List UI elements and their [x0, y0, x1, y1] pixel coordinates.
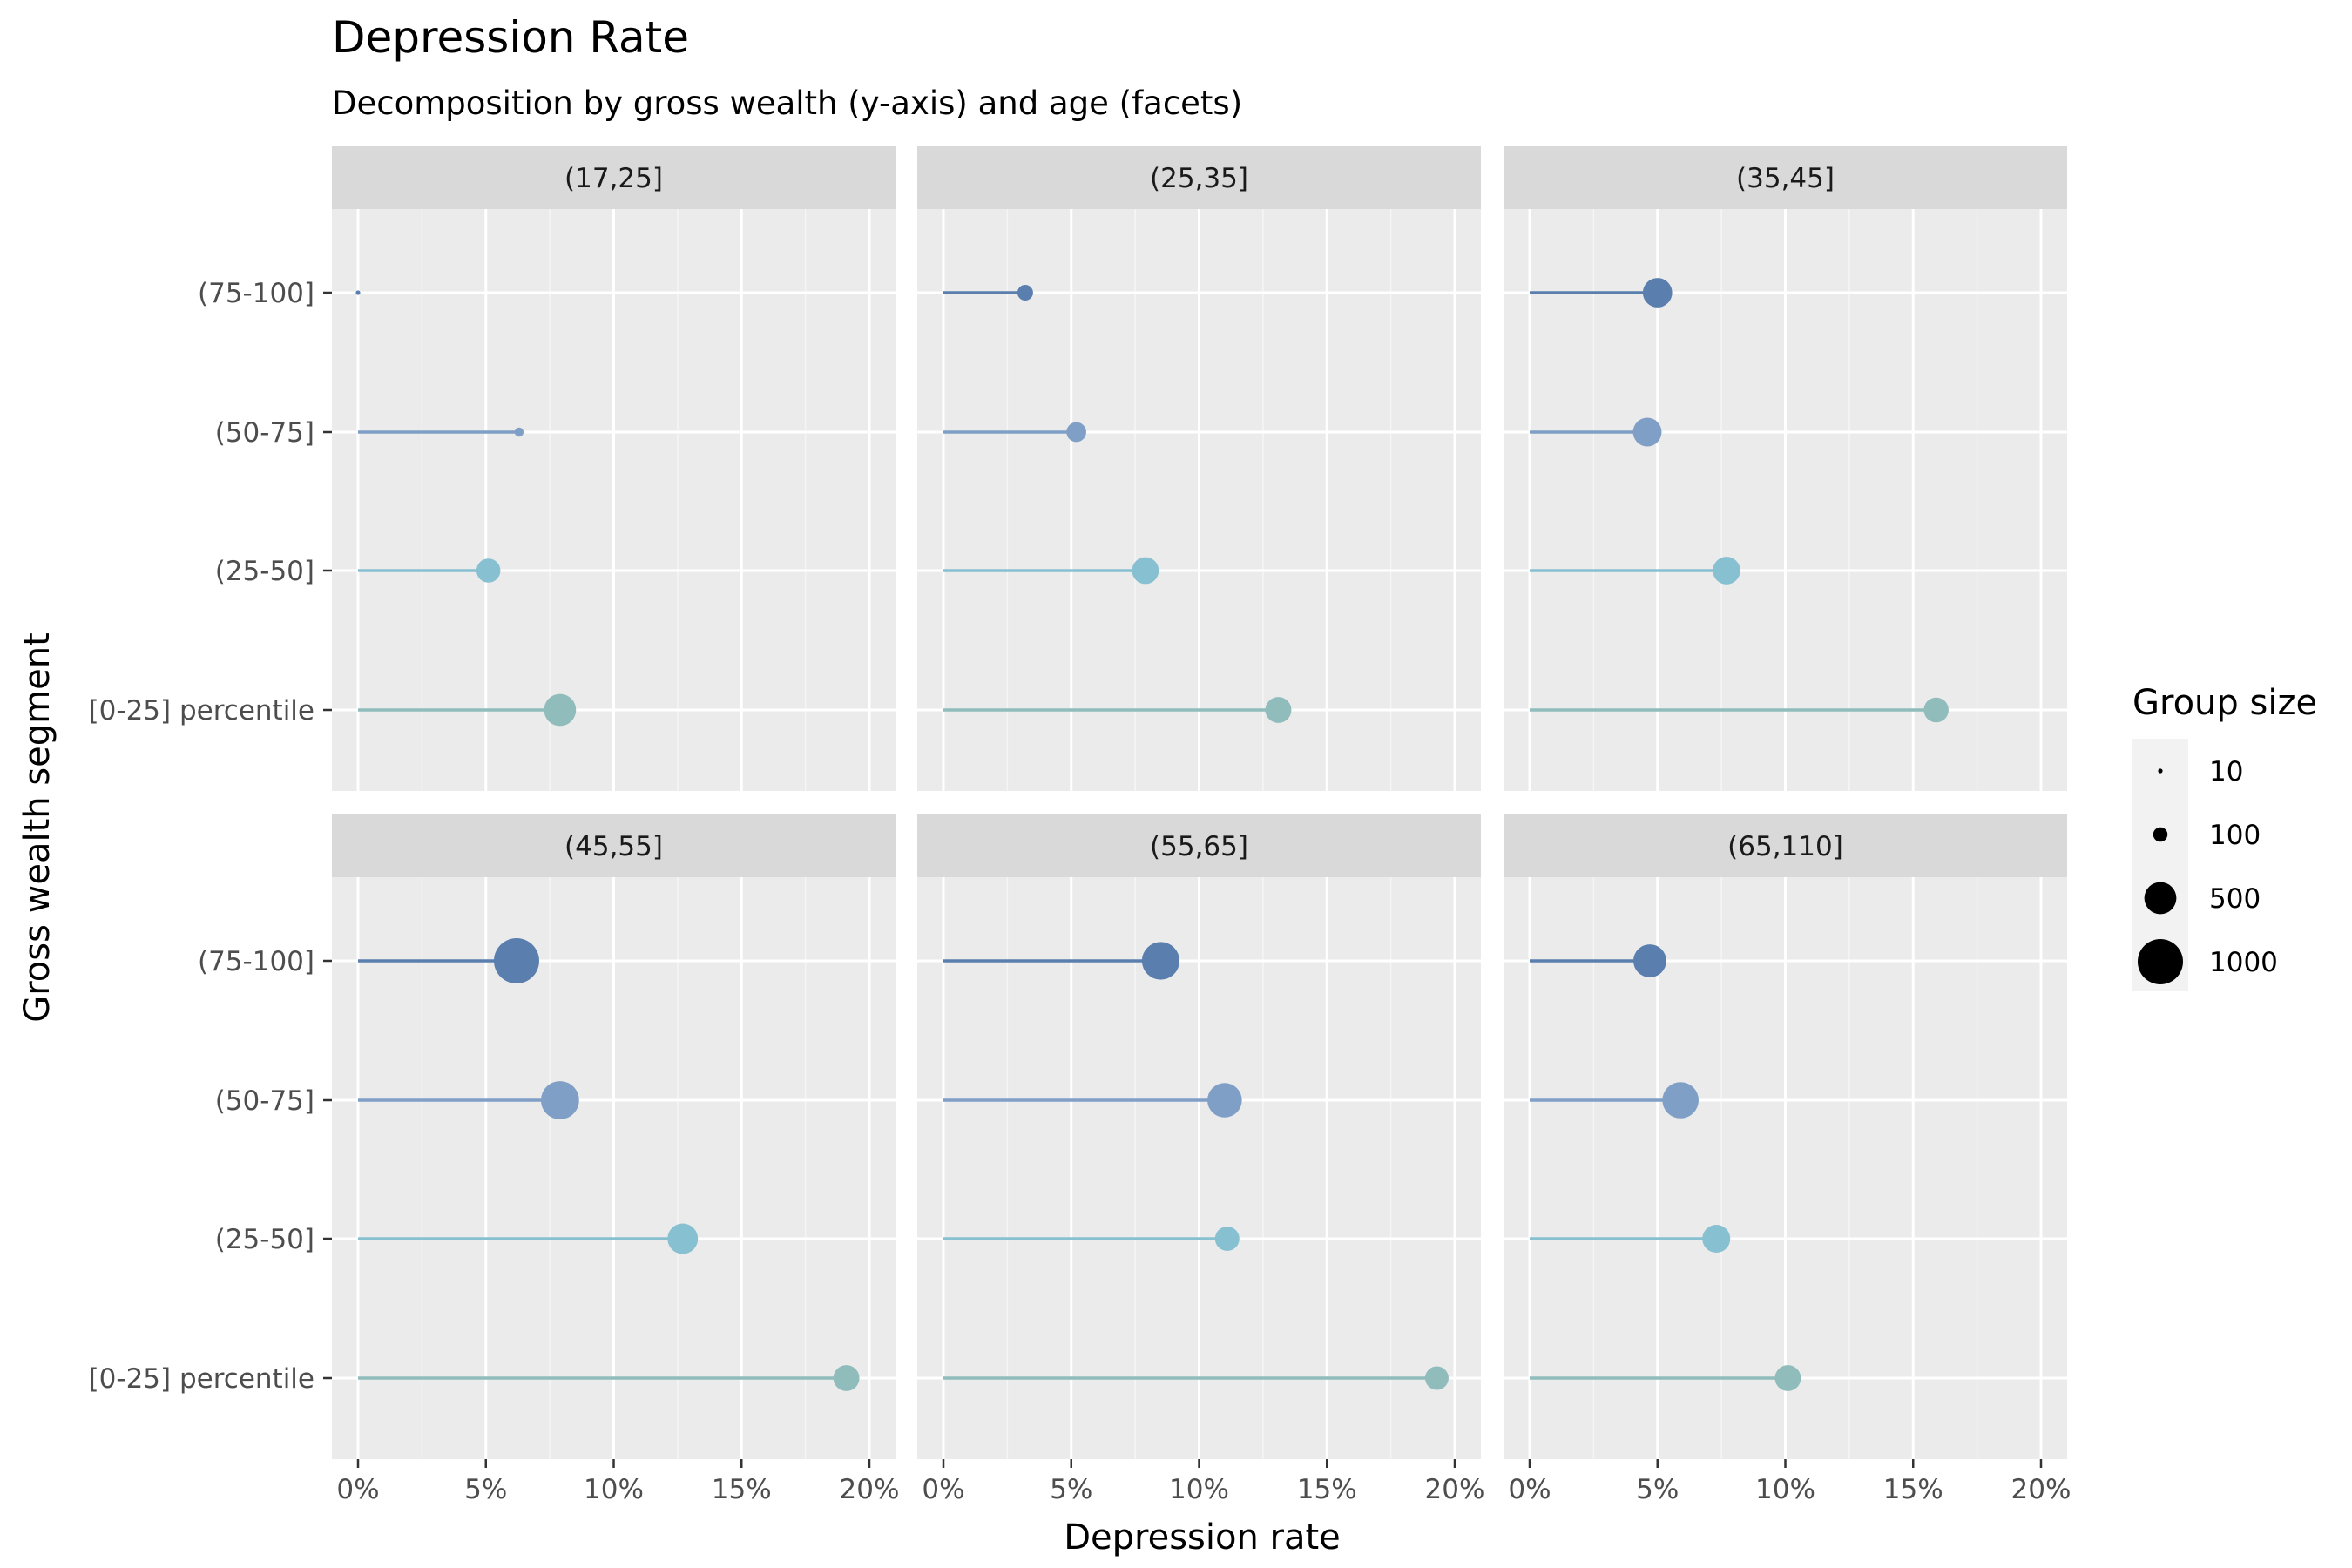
y-tick-label: [0-25] percentile: [89, 1363, 314, 1395]
facet-label: (35,45]: [1736, 163, 1835, 194]
legend-size-key: [2144, 882, 2177, 915]
facet-grid: (17,25] (75-100] (50-75] (25-50] [0-25] perc…: [89, 146, 2071, 1505]
facet-strip: [917, 814, 1481, 877]
lollipop-point: [476, 558, 501, 583]
facet-strip: [332, 146, 896, 209]
x-tick-label: 10%: [1169, 1474, 1229, 1505]
facet-panel: (17,25] (75-100] (50-75] (25-50] [0-25] perc…: [89, 146, 896, 791]
facet-label: (45,55]: [564, 831, 663, 862]
lollipop-point: [514, 427, 524, 437]
facet-label: (65,110]: [1727, 831, 1843, 862]
lollipop-point: [1774, 1365, 1801, 1391]
lollipop-point: [1923, 697, 1949, 723]
lollipop-point: [1713, 557, 1740, 585]
y-axis-title: Gross wealth segment: [17, 632, 57, 1023]
facet-label: (55,65]: [1150, 831, 1248, 862]
x-tick-label: 15%: [1297, 1474, 1357, 1505]
lollipop-point: [1633, 944, 1666, 977]
legend-size-key: [2138, 939, 2183, 984]
lollipop-point: [1214, 1226, 1240, 1252]
x-tick-label: 5%: [1636, 1474, 1679, 1505]
x-tick-label: 5%: [1050, 1474, 1092, 1505]
facet-panel: (55,65] 0% 5% 10% 15% 20%: [917, 814, 1484, 1505]
lollipop-point: [1017, 284, 1033, 301]
lollipop-point: [1207, 1083, 1242, 1118]
x-tick-label: 5%: [464, 1474, 507, 1505]
lollipop-point: [1424, 1366, 1449, 1390]
lollipop-point: [1632, 417, 1662, 447]
size-legend: Group size 10 100 500 1000: [2132, 683, 2317, 991]
x-tick-label: 20%: [840, 1474, 900, 1505]
x-tick-label: 10%: [584, 1474, 644, 1505]
lollipop-point: [1642, 278, 1673, 308]
lollipop-point: [1132, 557, 1159, 585]
lollipop-point: [355, 290, 361, 295]
y-tick-label: (50-75]: [215, 417, 314, 449]
y-tick-label: (50-75]: [215, 1085, 314, 1117]
facet-strip: [1504, 814, 2067, 877]
lollipop-point: [540, 1081, 579, 1119]
x-tick-label: 10%: [1755, 1474, 1815, 1505]
x-tick-label: 15%: [712, 1474, 772, 1505]
lollipop-point: [667, 1223, 699, 1254]
x-tick-label: 0%: [1508, 1474, 1551, 1505]
lollipop-point: [1141, 942, 1180, 980]
y-tick-label: [0-25] percentile: [89, 695, 314, 727]
facet-panel: (45,55] (75-100] (50-75] (25-50] [0-25] perc…: [89, 814, 900, 1505]
legend-label: 10: [2209, 756, 2243, 787]
legend-size-key: [2153, 827, 2168, 842]
facet-strip: [917, 146, 1481, 209]
x-tick-label: 0%: [922, 1474, 964, 1505]
lollipop-point: [833, 1365, 860, 1391]
chart-title: Depression Rate: [332, 12, 689, 63]
y-tick-label: (75-100]: [198, 946, 314, 977]
legend-label: 100: [2209, 820, 2261, 851]
facet-panel: (25,35]: [917, 146, 1481, 791]
facet-strip: [1504, 146, 2067, 209]
x-tick-label: 20%: [2011, 1474, 2072, 1505]
legend-title: Group size: [2132, 683, 2317, 723]
legend-size-key: [2158, 768, 2163, 774]
y-tick-label: (25-50]: [215, 556, 314, 587]
facet-label: (17,25]: [564, 163, 663, 194]
chart-subtitle: Decomposition by gross wealth (y-axis) a…: [332, 84, 1242, 122]
y-tick-label: (25-50]: [215, 1224, 314, 1255]
lollipop-point: [1066, 422, 1086, 443]
x-tick-label: 0%: [336, 1474, 379, 1505]
lollipop-point: [493, 938, 539, 983]
lollipop-point: [1662, 1082, 1699, 1119]
y-tick-label: (75-100]: [198, 278, 314, 309]
facet-panel: (35,45]: [1504, 146, 2067, 791]
x-tick-label: 15%: [1883, 1474, 1943, 1505]
facet-panel: (65,110] 0% 5% 10% 15% 20%: [1504, 814, 2071, 1505]
lollipop-point: [1265, 697, 1292, 723]
lollipop-point: [544, 693, 577, 727]
facet-strip: [332, 814, 896, 877]
x-tick-label: 20%: [1425, 1474, 1485, 1505]
x-axis-title: Depression rate: [1064, 1517, 1341, 1558]
lollipop-point: [1702, 1224, 1731, 1254]
facet-label: (25,35]: [1150, 163, 1248, 194]
legend-label: 1000: [2209, 947, 2278, 978]
legend-label: 500: [2209, 883, 2261, 915]
